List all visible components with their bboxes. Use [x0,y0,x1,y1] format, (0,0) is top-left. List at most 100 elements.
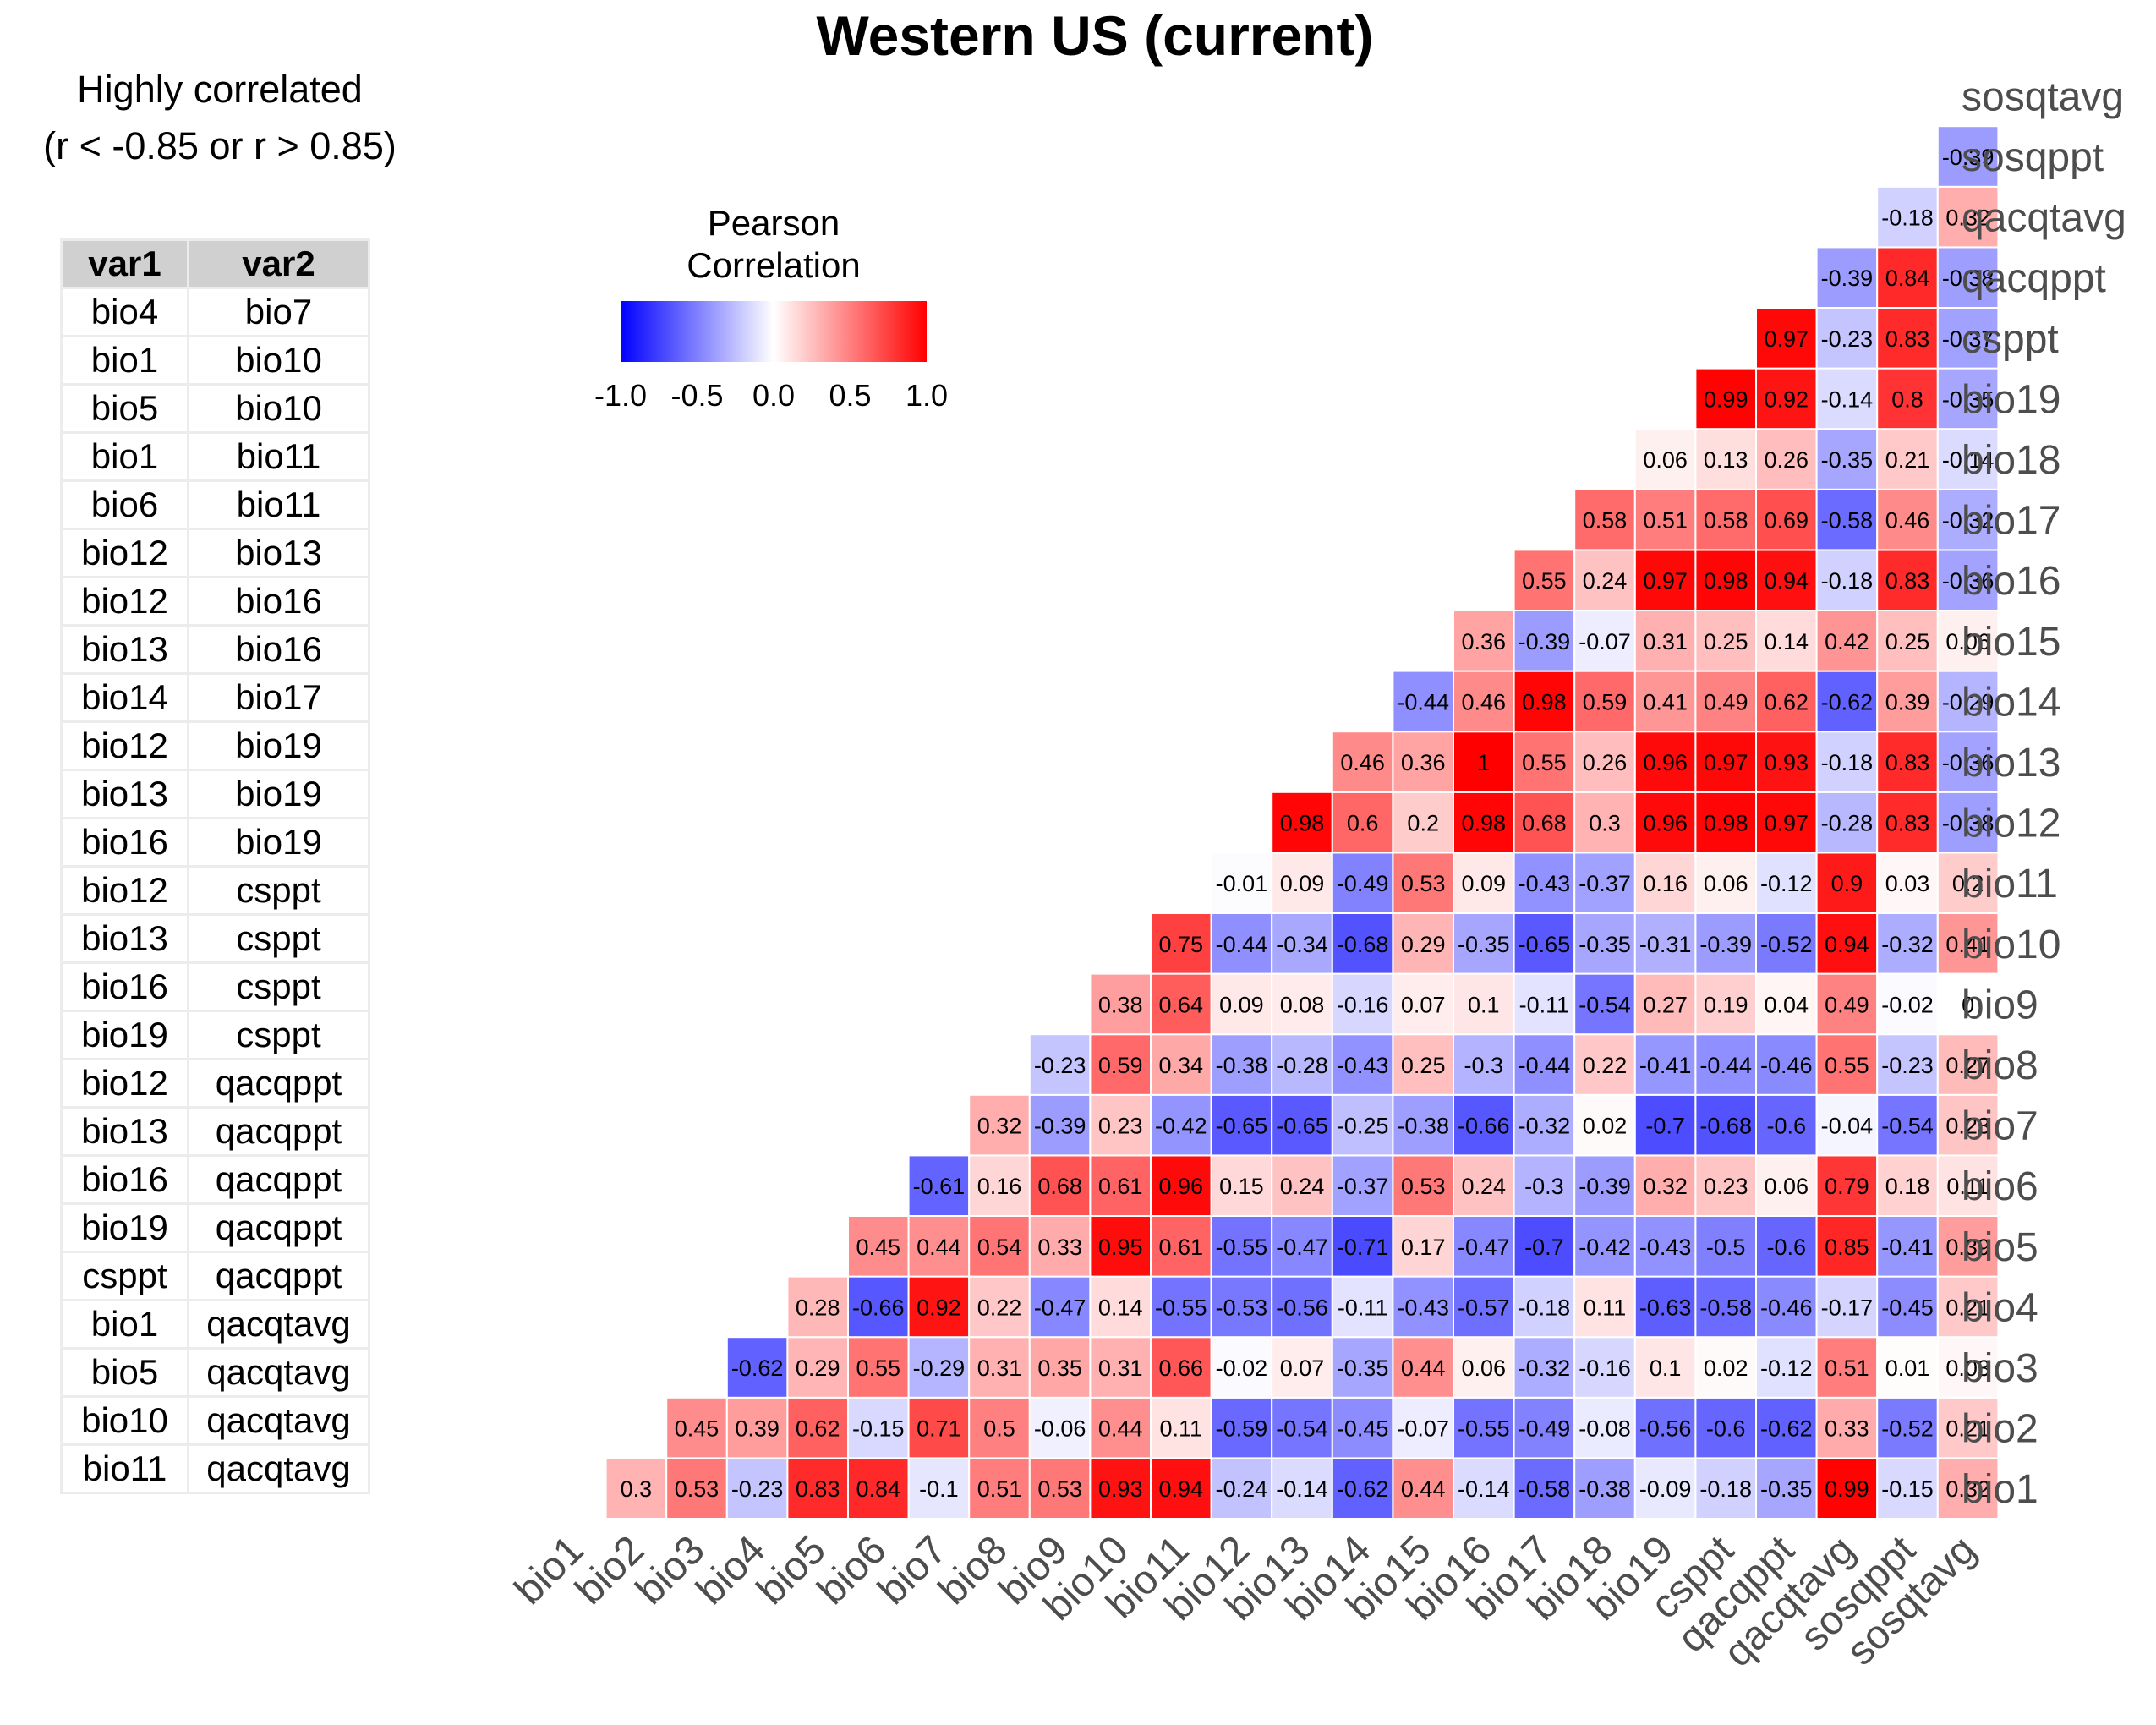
heatmap-cell: -0.42 [1150,1093,1212,1157]
cell-color [1513,1033,1576,1096]
heading-line-1: Highly correlated [77,68,363,111]
cell-value: 0.61 [1159,1235,1204,1260]
cell-value: 0.59 [1098,1053,1143,1078]
cell-color [605,1457,668,1520]
cell-value: 0.32 [1945,205,1990,231]
cell-value: 0.19 [1704,992,1748,1017]
var2-cell: qacqppt [187,1251,370,1301]
heatmap-cell: -0.04 [1815,1093,1879,1157]
heatmap-cell: 0.95 [1089,1215,1152,1278]
cell-value: 0.49 [1704,689,1748,715]
heatmap-cell: 0.94 [1150,1457,1212,1520]
cell-value: 0.55 [1825,1053,1869,1078]
heatmap-cell: 0.64 [1150,972,1212,1036]
cell-value: 0.71 [917,1416,961,1442]
row-label: bio8 [1962,1043,2038,1088]
cell-value: 0.06 [1765,1174,1809,1199]
heatmap-cell: 0.33 [1815,1396,1879,1459]
cell-value: -0.43 [1639,1235,1692,1260]
cell-color [1453,1457,1515,1520]
cell-color [1755,549,1818,612]
cell-value: -0.35 [1942,386,1995,412]
heatmap-cell: 0.07 [1271,1336,1333,1399]
table-row: bio4 bio7 [60,287,370,337]
correlated-pairs-table: var1 var2 bio4 bio7 bio1 bio10 bio5 bio10 bio1… [60,238,370,1494]
heatmap-cell: -0.35 [1331,1336,1394,1399]
heatmap-cell: -0.71 [1331,1215,1394,1278]
heading-line-2: (r < -0.85 or r > 0.85) [43,124,397,167]
cell-color [1876,428,1939,490]
cell-value: -0.68 [1337,932,1389,957]
cell-value: -0.36 [1942,568,1995,594]
cell-color [1453,852,1515,915]
cell-value: 0.44 [1098,1416,1143,1442]
heatmap-cell: 0.85 [1815,1215,1879,1278]
heatmap-cell: 0.75 [1150,912,1212,975]
heatmap-cell: 0.23 [1694,1154,1758,1218]
heatmap-cell: -0.53 [1210,1275,1273,1339]
cell-value: 0.32 [1945,1476,1990,1502]
cell-value: 0.94 [1159,1476,1204,1502]
heatmap-cell: -0.61 [907,1154,971,1218]
cell-value: -0.23 [731,1476,784,1502]
cell-color [968,1336,1031,1399]
legend-tick-label: -1.0 [594,378,647,413]
cell-value: 0.45 [675,1416,720,1442]
heatmap-cell: 0.38 [1089,972,1152,1036]
cell-value: 0.24 [1280,1174,1325,1199]
cell-value: -0.41 [1881,1235,1934,1260]
cell-value: 0.62 [796,1416,840,1442]
cell-color [847,1457,910,1520]
row-label: bio16 [1962,559,2060,604]
heatmap-cell: -0.14 [1271,1457,1333,1520]
table-row: bio12 bio19 [60,720,370,771]
heatmap-cell: 0.51 [968,1457,1031,1520]
table-row: bio16 bio19 [60,817,370,868]
heatmap-cell: -0.41 [1633,1033,1697,1096]
cell-value: 0.98 [1462,811,1507,836]
heatmap-cell: -0.45 [1876,1275,1939,1339]
cell-value: -0.61 [913,1174,966,1199]
cell-value: 0.14 [1765,629,1809,654]
heatmap-cell: -0.62 [1331,1457,1394,1520]
var1-cell: bio11 [60,1443,189,1494]
heatmap-cell: 0.84 [847,1457,910,1520]
cell-color [1392,1093,1455,1157]
cell-value: -0.59 [1216,1416,1268,1442]
cell-color [1936,1275,2000,1339]
cell-value: -0.18 [1821,568,1874,594]
legend-tick-label: 1.0 [906,378,948,413]
heatmap-cell: -0.38 [1392,1093,1455,1157]
cell-value: 0.29 [1401,932,1446,957]
heatmap-cell: 0.53 [1392,852,1455,915]
cell-value: 0.53 [1401,871,1446,896]
heatmap-cell: -0.43 [1331,1033,1394,1096]
cell-value: 0.68 [1037,1174,1082,1199]
cell-value: 0.36 [1401,750,1446,775]
cell-value: 0.34 [1159,1053,1204,1078]
cell-value: 0.9 [1831,871,1863,896]
heatmap-cell: -0.29 [1936,670,2000,733]
cell-color [1392,1215,1455,1278]
heatmap-cell: 0.97 [1633,549,1697,612]
cell-value: -0.17 [1821,1295,1874,1320]
heatmap-cell: 0.6 [1331,791,1394,854]
heatmap-cell: 0.96 [1633,731,1697,793]
cell-value: -0.63 [1639,1295,1692,1320]
heatmap-cell: 0.16 [968,1154,1031,1218]
heatmap-cell: 0.41 [1936,912,2000,975]
heatmap-cell: 0.68 [1513,791,1576,854]
cell-color [665,1396,728,1459]
table-row: bio14 bio17 [60,672,370,723]
heatmap-cell: -0.62 [725,1336,789,1399]
cell-value: 0.18 [1885,1174,1930,1199]
heatmap-cell: -0.02 [1876,972,1939,1036]
heatmap-cell: -0.35 [1755,1457,1818,1520]
cell-value: -0.28 [1821,811,1874,836]
table-row: bio19 csppt [60,1010,370,1060]
cell-color [1815,1215,1879,1278]
heatmap-cell: 0.2 [1392,791,1455,854]
heatmap-cell: 0.13 [1694,428,1758,490]
heatmap-cell: 0.3 [605,1457,668,1520]
table-row: bio12 csppt [60,865,370,916]
